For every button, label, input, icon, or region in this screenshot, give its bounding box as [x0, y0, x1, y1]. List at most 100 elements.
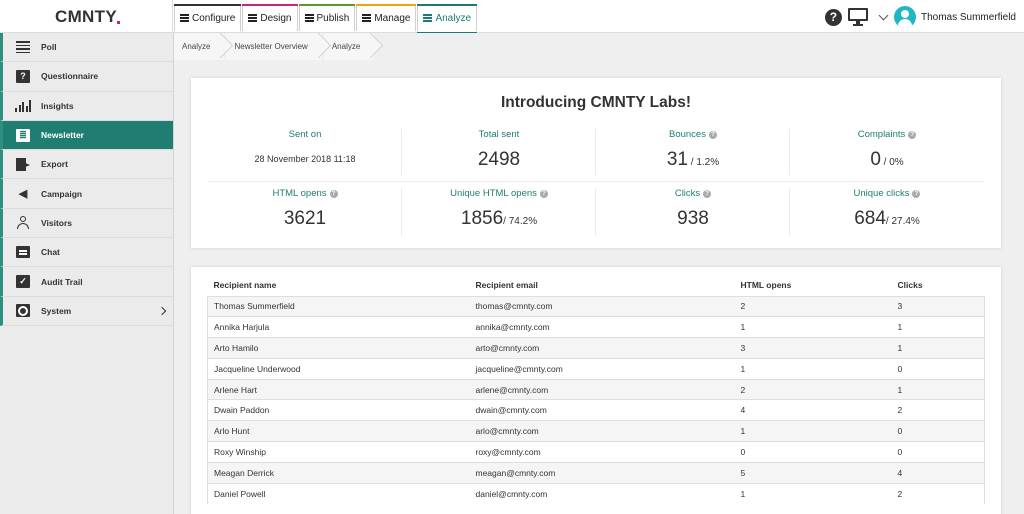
stats-grid: Sent on 28 November 2018 11:18 Total sen… [208, 123, 984, 242]
newsletter-icon: ≣ [15, 128, 31, 142]
table-row[interactable]: Annika Harjula annika@cmnty.com 1 1 [207, 316, 985, 338]
clicks-cell: 0 [891, 357, 985, 380]
recipient-email-cell: thomas@cmnty.com [469, 295, 735, 317]
table-row[interactable]: Jacqueline Underwood jacqueline@cmnty.com… [207, 357, 985, 380]
clicks-cell: 4 [891, 461, 985, 484]
avatar[interactable] [893, 6, 916, 28]
stat-percent: / 0% [880, 157, 904, 168]
stat-label: Unique HTML opens [450, 188, 537, 199]
newsletter-stats-card: Introducing CMNTY Labs! Sent on 28 Novem… [191, 78, 1001, 248]
html-opens-cell: 4 [734, 399, 892, 421]
html-opens-cell: 1 [734, 357, 892, 380]
menu-icon [180, 14, 189, 22]
stat-value: 31 / 1.2% [666, 149, 720, 170]
stat-bounces: Bounces? 31 / 1.2% [596, 123, 790, 182]
table-row[interactable]: Arto Hamilo arto@cmnty.com 3 1 [207, 337, 985, 359]
logo-area[interactable]: CMNTY [0, 0, 173, 33]
clicks-cell: 0 [891, 441, 985, 463]
clicks-cell: 2 [891, 399, 985, 421]
megaphone-icon: ◀ [18, 188, 28, 201]
stat-percent: / 27.4% [885, 216, 920, 227]
user-name[interactable]: Thomas Summerfield [920, 11, 1016, 23]
chat-icon [15, 245, 31, 259]
sidebar-item-label: Newsletter [41, 130, 84, 141]
column-header[interactable]: HTML opens [740, 280, 792, 291]
recipient-name-cell: Thomas Summerfield [207, 295, 470, 317]
recipient-name-cell: Arto Hamilo [207, 337, 470, 359]
tab-publish[interactable]: Publish [298, 4, 356, 31]
sidebar-item-visitors[interactable]: Visitors [0, 208, 173, 239]
sidebar-item-audit-trail[interactable]: ✓ Audit Trail [0, 267, 173, 297]
tab-analyze[interactable]: Analyze [417, 4, 478, 34]
breadcrumb-item[interactable]: Analyze [174, 33, 225, 60]
breadcrumb-item[interactable]: Newsletter Overview [226, 33, 322, 60]
sidebar-item-newsletter[interactable]: ≣ Newsletter [0, 120, 173, 151]
sidebar-item-poll[interactable]: Poll [0, 33, 173, 63]
html-opens-cell: 2 [734, 295, 892, 317]
sidebar-item-system[interactable]: System [0, 296, 173, 326]
recipient-email-cell: arto@cmnty.com [469, 337, 735, 359]
table-row[interactable]: Thomas Summerfield thomas@cmnty.com 2 3 [207, 295, 985, 317]
sidebar-item-questionnaire[interactable]: ? Questionnaire [0, 62, 173, 92]
info-icon[interactable]: ? [908, 130, 917, 139]
sidebar-item-chat[interactable]: Chat [0, 238, 173, 268]
clicks-cell: 1 [891, 316, 985, 338]
info-icon[interactable]: ? [329, 189, 338, 198]
html-opens-cell: 3 [734, 337, 892, 359]
table-row[interactable]: Dwain Paddon dwain@cmnty.com 4 2 [207, 399, 985, 421]
recipient-name-cell: Jacqueline Underwood [207, 357, 470, 380]
stat-complaints: Complaints? 0 / 0% [790, 123, 984, 182]
chevron-right-icon[interactable] [157, 306, 167, 315]
table-row[interactable]: Arlene Hart arlene@cmnty.com 2 1 [207, 378, 985, 400]
recipient-email-cell: annika@cmnty.com [469, 316, 735, 338]
top-bar: CMNTY Configure Design Publish Manage An… [0, 0, 1024, 34]
tab-label: Analyze [435, 12, 472, 24]
sidebar-item-label: Insights [41, 100, 74, 111]
recipient-name-cell: Arlene Hart [207, 378, 470, 400]
column-header[interactable]: Recipient name [213, 280, 277, 291]
tab-manage[interactable]: Manage [356, 4, 417, 31]
gear-icon [15, 304, 31, 318]
tab-configure[interactable]: Configure [174, 4, 242, 31]
chevron-down-icon[interactable] [878, 10, 889, 21]
logo[interactable]: CMNTY [55, 6, 120, 26]
sidebar-item-campaign[interactable]: ◀ Campaign [0, 179, 173, 209]
recipients-card: Recipient name Recipient email HTML open… [191, 267, 1001, 514]
info-icon[interactable]: ? [703, 189, 712, 198]
recipient-name-cell: Meagan Derrick [207, 461, 470, 484]
table-row[interactable]: Meagan Derrick meagan@cmnty.com 5 4 [207, 461, 985, 484]
column-header[interactable]: Recipient email [475, 280, 538, 291]
sidebar-item-label: Audit Trail [41, 276, 83, 287]
stat-value: 1856/ 74.2% [460, 208, 538, 229]
info-icon[interactable]: ? [539, 189, 548, 198]
monitor-icon[interactable] [847, 7, 869, 27]
main-content: Analyze Newsletter Overview Analyze Intr… [174, 33, 1024, 514]
table-row[interactable]: Daniel Powell daniel@cmnty.com 1 2 [207, 482, 985, 504]
html-opens-cell: 1 [734, 482, 892, 504]
column-header[interactable]: Clicks [897, 280, 923, 291]
sidebar-item-insights[interactable]: Insights [0, 91, 173, 121]
sidebar-item-label: Poll [41, 42, 57, 53]
bar-chart-icon [15, 99, 31, 113]
header-right: ? Thomas Summerfield [824, 6, 1016, 28]
sidebar-item-export[interactable]: Export [0, 150, 173, 180]
info-icon[interactable]: ? [708, 130, 717, 139]
recipients-table: Recipient name Recipient email HTML open… [207, 275, 985, 504]
menu-icon [362, 14, 372, 22]
recipient-email-cell: jacqueline@cmnty.com [469, 357, 735, 380]
stat-label: HTML opens [272, 188, 327, 199]
clicks-cell: 1 [891, 378, 985, 400]
html-opens-cell: 5 [734, 461, 892, 484]
tab-design[interactable]: Design [242, 4, 298, 31]
breadcrumb-item[interactable]: Analyze [323, 33, 375, 60]
info-icon[interactable]: ? [912, 189, 921, 198]
recipient-email-cell: arlene@cmnty.com [469, 378, 735, 400]
menu-icon [304, 14, 314, 22]
top-tabs: Configure Design Publish Manage Analyze [174, 4, 478, 34]
help-icon[interactable]: ? [824, 8, 842, 26]
stat-label: Unique clicks [853, 188, 910, 199]
table-row[interactable]: Roxy Winship roxy@cmnty.com 0 0 [207, 441, 985, 463]
table-row[interactable]: Arlo Hunt arlo@cmnty.com 1 0 [207, 420, 985, 442]
recipient-name-cell: Roxy Winship [207, 441, 470, 463]
recipient-name-cell: Dwain Paddon [207, 399, 470, 421]
